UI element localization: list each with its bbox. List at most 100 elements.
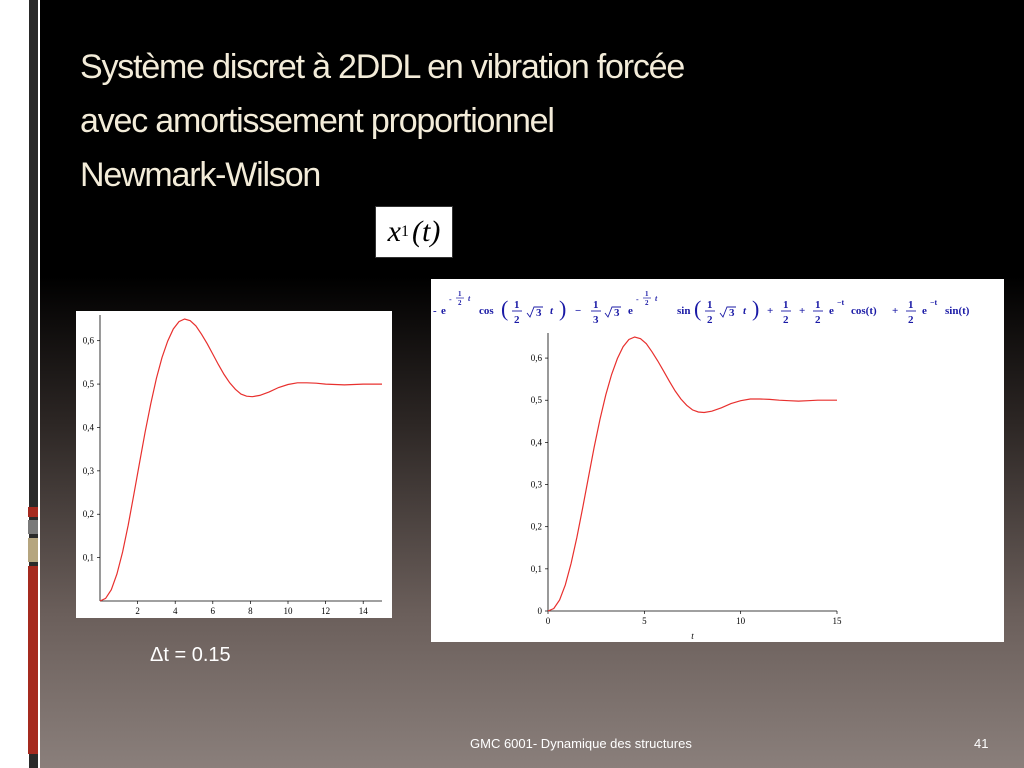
formula-half5-num: 1	[908, 299, 914, 311]
formula-paren-open-2: (	[694, 296, 701, 321]
deco-red-square-1	[28, 507, 38, 517]
right-axes	[547, 333, 837, 612]
variable-subscript: 1	[401, 223, 409, 240]
slide-title: Système discret à 2DDL en vibration forc…	[80, 40, 840, 202]
deco-tan-square	[28, 538, 38, 562]
formula-sqrt2-arg: 3	[614, 307, 620, 319]
formula-exp-2: e	[628, 305, 633, 317]
formula-exp3-power: −t	[837, 298, 845, 307]
formula-exp2-minus: -	[636, 295, 639, 304]
analytic-formula: - e - 1 2 t cos ( 1 2 3 t ) − 1 3 3 e - …	[433, 290, 970, 326]
formula-exp1-den: 2	[458, 299, 462, 307]
numerical-response-line	[99, 318, 382, 602]
formula-exp4-power: −t	[930, 298, 938, 307]
right-y-ticks: 0 0,1 0,2 0,3 0,4 0,5 0,6	[531, 353, 548, 616]
formula-minus: −	[575, 305, 581, 317]
formula-plus-2: +	[799, 305, 805, 317]
formula-half1-den: 2	[514, 314, 520, 326]
formula-exp-1: e	[441, 305, 446, 317]
left-x-tick-label: 2	[135, 606, 140, 616]
formula-plus-1: +	[767, 305, 773, 317]
formula-arg1: t	[550, 305, 554, 317]
formula-cos: cos	[479, 305, 494, 317]
right-x-axis-label: t	[691, 631, 694, 641]
formula-half4-num: 1	[815, 299, 821, 311]
left-y-tick-label: 0,6	[83, 336, 95, 346]
numerical-response-chart: 0,1 0,2 0,3 0,4 0,5 0,6 2 4 6 8 10 12 14	[83, 315, 382, 616]
formula-half1-num: 1	[514, 299, 520, 311]
right-y-tick-label: 0,6	[531, 353, 543, 363]
formula-third-den: 3	[593, 314, 599, 326]
left-y-tick-label: 0,1	[83, 553, 94, 563]
title-line-3: Newmark-Wilson	[80, 156, 321, 194]
left-y-tick-label: 0,3	[83, 466, 95, 476]
formula-plus-3: +	[892, 305, 898, 317]
formula-half3-num: 1	[783, 299, 789, 311]
right-x-tick-label: 10	[736, 616, 746, 626]
title-line-2: avec amortissement proportionnel	[80, 102, 555, 140]
left-x-tick-label: 10	[284, 606, 294, 616]
formula-sign: -	[433, 305, 437, 317]
left-x-tick-label: 4	[173, 606, 178, 616]
formula-half5-den: 2	[908, 314, 914, 326]
formula-sqrt2	[604, 306, 621, 318]
left-y-tick-label: 0,5	[83, 379, 95, 389]
formula-cos-t: cos(t)	[851, 305, 877, 317]
left-y-tick-label: 0,4	[83, 422, 95, 432]
formula-half4-den: 2	[815, 314, 821, 326]
formula-half2-num: 1	[707, 299, 713, 311]
right-y-tick-label: 0,5	[531, 395, 543, 405]
formula-half3-den: 2	[783, 314, 789, 326]
deco-red-bar	[28, 566, 38, 754]
formula-paren-open-1: (	[501, 296, 508, 321]
formula-arg2: t	[743, 305, 747, 317]
analytic-response-chart: 0 0,1 0,2 0,3 0,4 0,5 0,6 0 5 10 15 t	[531, 333, 842, 641]
left-axes	[99, 315, 382, 602]
right-y-tick-label: 0,3	[531, 480, 543, 490]
formula-exp-3: e	[829, 305, 834, 317]
left-x-tick-label: 6	[211, 606, 216, 616]
variable-label-box: x 1 (t)	[375, 206, 453, 258]
analytic-chart-panel: - e - 1 2 t cos ( 1 2 3 t ) − 1 3 3 e - …	[431, 279, 1004, 642]
right-x-tick-label: 5	[642, 616, 647, 626]
formula-third-num: 1	[593, 299, 599, 311]
analytic-response-line	[547, 336, 837, 612]
left-y-tick-label: 0,2	[83, 509, 94, 519]
formula-exp2-var: t	[655, 294, 658, 303]
right-y-tick-label: 0,2	[531, 522, 542, 532]
right-x-tick-label: 15	[833, 616, 843, 626]
formula-sqrt3-arg: 3	[729, 307, 735, 319]
left-x-ticks: 2 4 6 8 10 12 14	[135, 601, 368, 616]
title-line-1: Système discret à 2DDL en vibration forc…	[80, 48, 685, 86]
sidebar-strip	[29, 0, 38, 768]
variable-arg: (t)	[412, 215, 441, 248]
formula-sin: sin	[677, 305, 690, 317]
formula-paren-close-1: )	[559, 296, 566, 321]
numerical-chart-panel: 0,1 0,2 0,3 0,4 0,5 0,6 2 4 6 8 10 12 14	[76, 311, 392, 618]
left-sidebar	[0, 0, 40, 768]
page-number: 41	[974, 736, 989, 751]
deco-gray-square	[28, 520, 38, 534]
footer-course: GMC 6001- Dynamique des structures	[470, 736, 692, 751]
formula-sqrt1-arg: 3	[536, 307, 542, 319]
formula-paren-close-2: )	[752, 296, 759, 321]
formula-exp2-den: 2	[645, 299, 649, 307]
variable-base: x	[387, 215, 401, 248]
right-y-tick-label: 0,1	[531, 564, 542, 574]
formula-exp2-num: 1	[645, 290, 649, 298]
right-x-ticks: 0 5 10 15	[546, 611, 842, 626]
left-x-tick-label: 12	[321, 606, 330, 616]
right-y-tick-label: 0,4	[531, 437, 543, 447]
left-y-ticks: 0,1 0,2 0,3 0,4 0,5 0,6	[83, 336, 100, 563]
left-x-tick-label: 14	[359, 606, 369, 616]
left-x-tick-label: 8	[248, 606, 253, 616]
formula-exp-4: e	[922, 305, 927, 317]
time-step-label: Δt = 0.15	[150, 644, 231, 666]
formula-exp1-minus: -	[449, 295, 452, 304]
formula-exp1-num: 1	[458, 290, 462, 298]
formula-exp1-var: t	[468, 294, 471, 303]
formula-sqrt3	[719, 306, 736, 318]
formula-sin-t: sin(t)	[945, 305, 970, 317]
formula-half2-den: 2	[707, 314, 713, 326]
right-x-tick-label: 0	[546, 616, 551, 626]
